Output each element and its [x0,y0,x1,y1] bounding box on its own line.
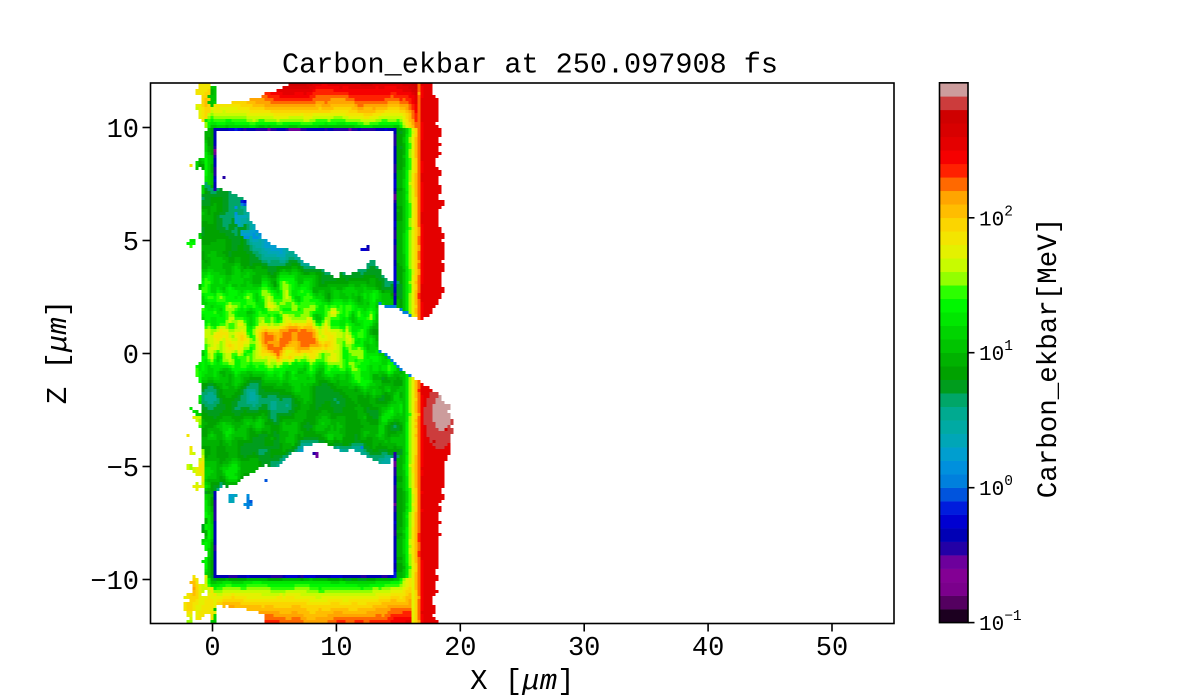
svg-text:−10: −10 [90,568,139,598]
svg-text:5: 5 [123,229,139,259]
svg-text:Carbon_ekbar at 250.097908 fs: Carbon_ekbar at 250.097908 fs [282,49,778,82]
svg-text:Carbon_ekbar[MeV]: Carbon_ekbar[MeV] [1034,218,1065,499]
svg-text:50: 50 [816,634,848,664]
svg-text:10: 10 [320,634,352,664]
svg-text:0: 0 [204,634,220,664]
svg-text:30: 30 [568,634,600,664]
svg-text:0: 0 [123,342,139,372]
svg-text:40: 40 [692,634,724,664]
svg-text:X [μm]: X [μm] [470,665,574,698]
svg-text:10: 10 [107,116,139,146]
svg-text:Z [μm]: Z [μm] [42,300,75,404]
svg-text:20: 20 [444,634,476,664]
svg-text:−5: −5 [107,455,139,485]
